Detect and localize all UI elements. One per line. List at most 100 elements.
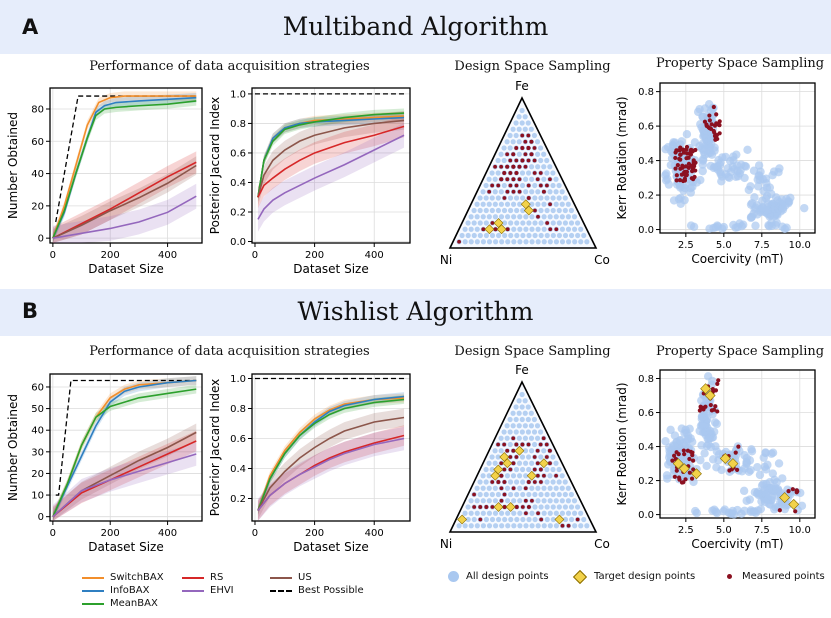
measured-point xyxy=(717,123,722,128)
ternary-design-point xyxy=(519,466,526,473)
ternary-design-point xyxy=(465,504,471,510)
a-performance-title: Performance of data acquisition strategi… xyxy=(89,59,370,74)
ternary-measured-point xyxy=(548,461,552,466)
ternary-design-point xyxy=(492,189,498,195)
y-axis-label: Number Obtained xyxy=(6,112,20,219)
ternary-design-point xyxy=(516,139,522,145)
series-line-ehvi xyxy=(52,195,197,239)
ternary-measured-point xyxy=(511,189,516,194)
ternary-design-point xyxy=(468,510,474,516)
x-tick-label: 2.5 xyxy=(678,240,694,251)
section-a-letter: A xyxy=(22,15,39,39)
ternary-design-point xyxy=(477,207,483,214)
legend-item-rs: RS xyxy=(182,572,223,583)
measured-point xyxy=(790,487,795,492)
ternary-design-point xyxy=(538,220,544,226)
x-axis-label: Dataset Size xyxy=(88,262,163,276)
ternary-design-point xyxy=(471,220,477,226)
ternary-design-point xyxy=(489,232,496,239)
design-point xyxy=(739,486,749,496)
design-point xyxy=(753,462,762,472)
y-tick-label: 0.2 xyxy=(230,494,246,505)
ternary-measured-point xyxy=(529,152,534,157)
ternary-design-point xyxy=(541,226,547,232)
ternary-design-point xyxy=(477,491,483,498)
ternary-design-point xyxy=(544,207,550,214)
ternary-design-point xyxy=(562,207,568,214)
design-point xyxy=(698,112,707,121)
ternary-design-point xyxy=(529,523,535,529)
ternary-a-label-co: Co xyxy=(594,253,610,267)
ternary-measured-point xyxy=(544,442,549,447)
ternary-target-point xyxy=(490,470,501,481)
legend-swatch xyxy=(82,576,104,579)
ternary-design-point xyxy=(535,523,541,529)
ternary-design-point xyxy=(517,485,523,491)
design-point xyxy=(754,182,763,191)
x-axis-label: Coercivity (mT) xyxy=(691,252,783,266)
ternary-design-point xyxy=(489,454,495,460)
ternary-design-point xyxy=(562,491,568,498)
ternary-design-point xyxy=(525,170,532,176)
ternary-design-point xyxy=(501,429,507,435)
ternary-measured-point xyxy=(526,196,531,200)
design-point xyxy=(661,145,670,154)
legend-label: US xyxy=(298,572,312,583)
measured-point xyxy=(707,113,712,118)
x-tick-label: 5.0 xyxy=(716,240,732,251)
design-point xyxy=(709,163,718,173)
design-point xyxy=(759,479,768,489)
ternary-design-point xyxy=(486,510,493,516)
ternary-measured-point xyxy=(493,227,498,232)
ternary-design-point xyxy=(578,239,584,245)
design-point xyxy=(732,150,741,159)
ternary-design-point xyxy=(498,189,504,195)
ternary-design-point xyxy=(516,473,523,479)
ternary-design-point xyxy=(519,429,525,435)
measured-point xyxy=(677,477,682,482)
band-ehvi xyxy=(257,122,405,232)
design-point xyxy=(699,147,709,157)
legend-item-best-possible: Best Possible xyxy=(270,585,364,596)
ternary-design-point xyxy=(550,466,556,473)
ternary-measured-point xyxy=(499,473,504,478)
ternary-design-point xyxy=(517,239,523,245)
x-axis-label: Dataset Size xyxy=(88,540,163,554)
dot-marker-icon xyxy=(727,574,732,579)
measured-point xyxy=(715,381,720,386)
ternary-design-point xyxy=(522,176,529,182)
ternary-design-point xyxy=(516,151,522,157)
y-tick-label: 1.0 xyxy=(230,89,246,100)
x-axis-label: Coercivity (mT) xyxy=(691,537,783,551)
ternary-design-point xyxy=(541,201,547,207)
ternary-measured-point xyxy=(478,505,483,509)
measured-point xyxy=(674,468,679,473)
ternary-design-point xyxy=(562,479,568,485)
ternary-measured-point xyxy=(520,146,525,150)
ternary-design-point xyxy=(519,107,525,114)
ternary-design-point xyxy=(474,214,480,220)
ternary-design-point xyxy=(480,201,486,207)
ternary-measured-point xyxy=(490,221,495,225)
band-ehvi xyxy=(257,426,405,521)
design-point xyxy=(765,183,775,192)
ternary-design-point xyxy=(553,498,559,504)
band-rs xyxy=(257,425,405,521)
ternary-design-point xyxy=(553,523,560,529)
ternary-design-point xyxy=(550,182,556,189)
y-tick-label: 50 xyxy=(31,404,44,415)
ternary-design-point xyxy=(541,485,547,491)
ternary-design-point xyxy=(507,132,513,139)
measured-point xyxy=(794,488,799,493)
x-tick-label: 0 xyxy=(50,250,56,261)
ternary-design-point xyxy=(529,189,535,195)
ternary-design-point xyxy=(568,207,575,214)
ternary-design-point xyxy=(459,232,465,239)
y-tick-label: 0.2 xyxy=(230,208,246,219)
design-point xyxy=(700,449,709,458)
ternary-design-point xyxy=(544,491,550,498)
ternary-design-point xyxy=(562,516,569,523)
ternary-design-point xyxy=(504,473,511,479)
ternary-design-point xyxy=(553,460,559,466)
ternary-design-point xyxy=(535,239,541,245)
